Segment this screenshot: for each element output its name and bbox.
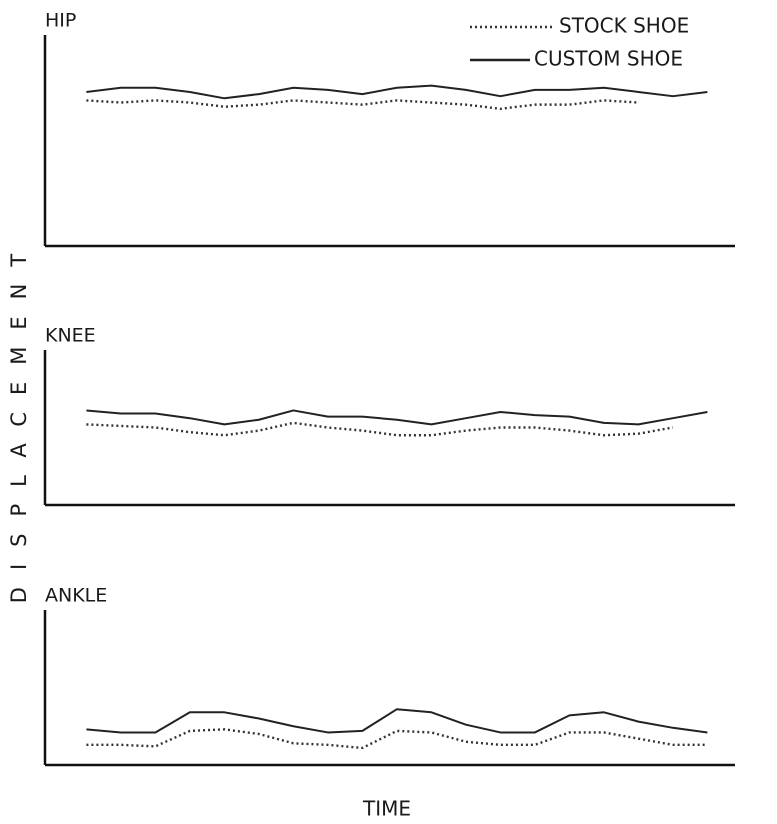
series-line [86, 84, 708, 100]
panel-title: HIP [45, 10, 76, 32]
series-line [86, 728, 708, 750]
panel-title: KNEE [45, 325, 96, 347]
series-line [86, 99, 639, 111]
x-axis-label: TIME [362, 797, 411, 821]
legend-label: CUSTOM SHOE [534, 47, 683, 71]
y-axis-label: DISPLACEMENT [7, 237, 31, 603]
series-line [86, 708, 708, 734]
panel-title: ANKLE [45, 585, 107, 607]
series-line [86, 409, 708, 426]
legend-label: STOCK SHOE [559, 14, 689, 38]
series-line [86, 421, 674, 437]
